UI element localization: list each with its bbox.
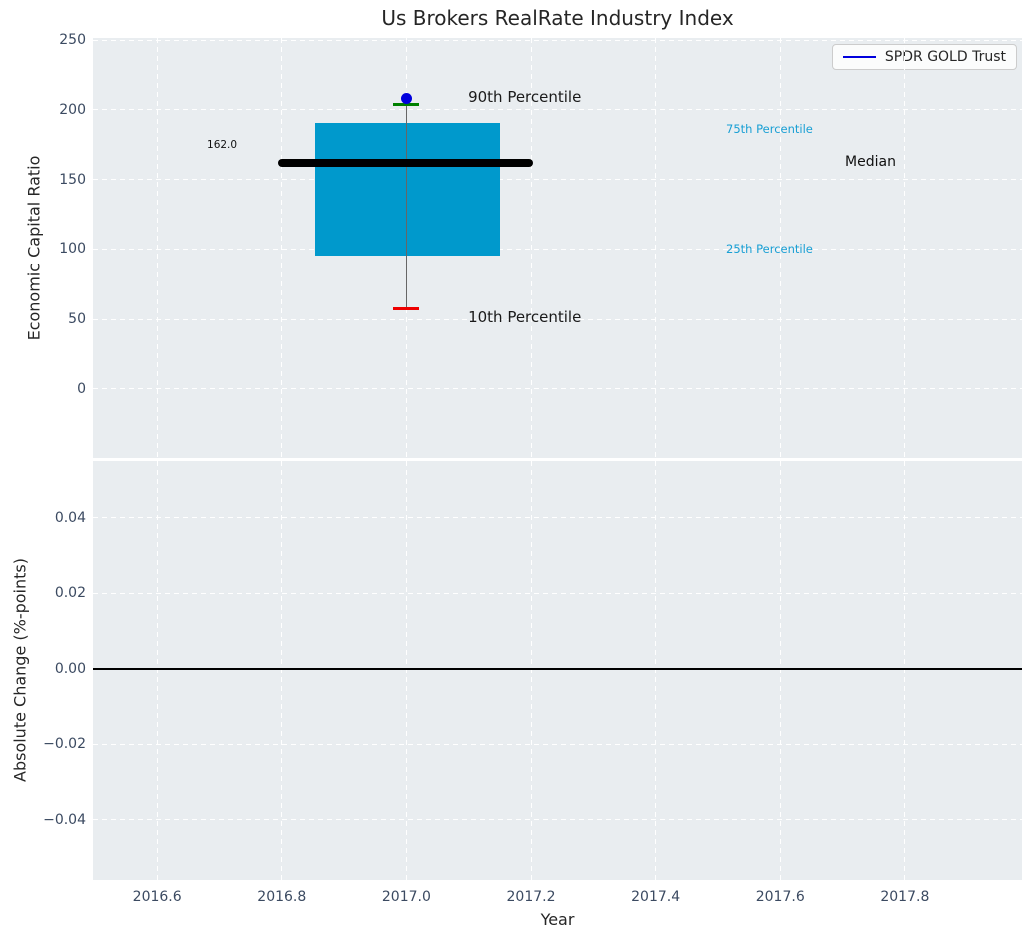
gridline-v [530, 38, 532, 458]
gridline-h [93, 179, 1022, 181]
y-tick-label: 0 [77, 380, 86, 397]
gridline-v [156, 38, 158, 458]
annotation-25th-percentile: 25th Percentile [726, 241, 813, 256]
annotation-162-0: 162.0 [207, 138, 238, 151]
gridline-h [93, 248, 1022, 250]
y-tick-label: 0.02 [54, 585, 86, 602]
annotation-10th-percentile: 10th Percentile [468, 308, 582, 327]
y-axis-label-bottom: Absolute Change (%-points) [10, 558, 30, 782]
x-axis-label: Year [540, 910, 575, 929]
y-tick-label: 250 [59, 32, 86, 49]
y-tick-label: 0.00 [54, 660, 86, 677]
annotation-90th-percentile: 90th Percentile [468, 88, 582, 107]
gridline-v [904, 461, 906, 880]
annotation-75th-percentile: 75th Percentile [726, 121, 813, 136]
y-tick-label: −0.04 [43, 811, 86, 828]
zero-line [93, 667, 1022, 670]
whisker-line [405, 104, 407, 308]
median-line [278, 158, 533, 167]
gridline-h [93, 109, 1022, 111]
gridline-h [93, 39, 1022, 41]
gridline-v [655, 461, 657, 880]
value-dot [400, 92, 412, 104]
box-iqr [314, 123, 500, 256]
p10-cap [393, 306, 420, 310]
gridline-h [93, 819, 1022, 821]
legend-line-sample [842, 56, 876, 58]
x-tick-label: 2017.6 [755, 889, 805, 905]
p90-cap [393, 103, 420, 107]
gridline-h [93, 592, 1022, 594]
gridline-v [655, 38, 657, 458]
chart-title: Us Brokers RealRate Industry Index [381, 6, 734, 30]
gridline-h [93, 388, 1022, 390]
y-tick-label: 50 [68, 311, 86, 328]
gridline-h [93, 743, 1022, 745]
gridline-v [779, 461, 781, 880]
x-tick-label: 2017.0 [381, 889, 431, 905]
gridline-v [530, 461, 532, 880]
x-tick-label: 2017.8 [880, 889, 930, 905]
gridline-v [405, 461, 407, 880]
x-tick-label: 2017.4 [631, 889, 681, 905]
top-plot-area: SPDR GOLD Trust 90th Percentile 10th Perc… [93, 38, 1022, 458]
gridline-v [904, 38, 906, 458]
y-tick-label: 200 [59, 101, 86, 118]
x-tick-label: 2017.2 [506, 889, 556, 905]
y-tick-label: 100 [59, 241, 86, 258]
gridline-v [156, 461, 158, 880]
gridline-v [281, 461, 283, 880]
bottom-plot-area [93, 461, 1022, 880]
y-tick-label: −0.02 [43, 736, 86, 753]
gridline-h [93, 517, 1022, 519]
x-tick-label: 2016.6 [132, 889, 182, 905]
legend-label: SPDR GOLD Trust [884, 49, 1006, 65]
y-tick-label: 150 [59, 171, 86, 188]
gridline-v [779, 38, 781, 458]
gridline-h [93, 318, 1022, 320]
annotation-median: Median [845, 154, 896, 171]
x-tick-label: 2016.8 [257, 889, 307, 905]
gridline-v [281, 38, 283, 458]
legend: SPDR GOLD Trust [831, 44, 1017, 70]
y-tick-label: 0.04 [54, 509, 86, 526]
